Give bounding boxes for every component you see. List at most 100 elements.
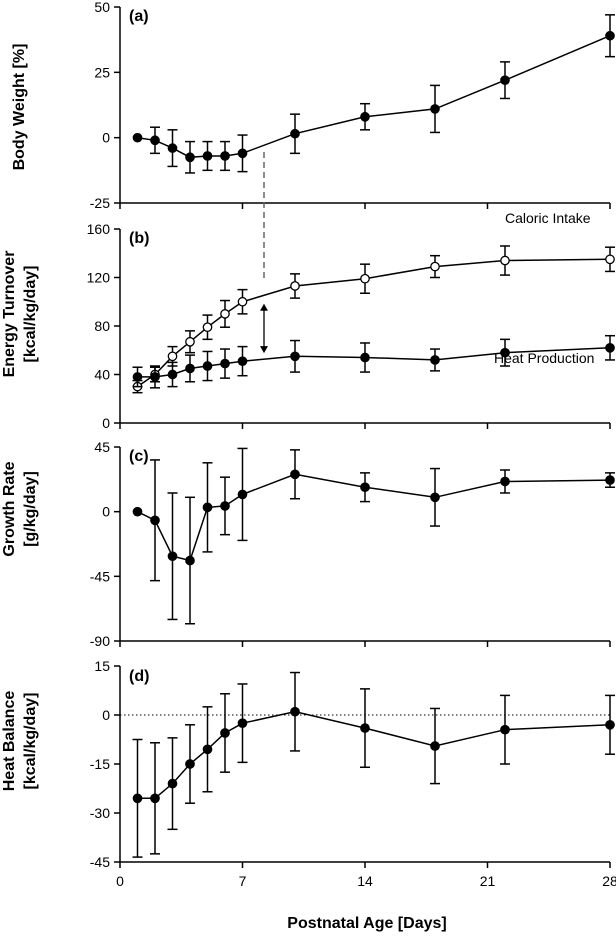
- data-point-filled: [167, 369, 178, 380]
- data-point-filled: [202, 361, 213, 371]
- panel-d-ylabel-line2: [kcal/kg/day]: [22, 693, 39, 790]
- caloric-intake-label: Caloric Intake: [505, 210, 591, 226]
- data-point-filled: [360, 723, 370, 733]
- panel-b-ylabel-line1: Energy Turnover: [1, 251, 18, 378]
- heat-production-label: Heat Production: [494, 350, 594, 366]
- data-point-filled: [430, 492, 440, 503]
- data-point-filled: [150, 135, 160, 146]
- y-tick-label: 15: [94, 658, 110, 674]
- y-tick-label: -30: [90, 805, 110, 821]
- data-point-open: [202, 322, 213, 333]
- data-point-open: [237, 296, 248, 307]
- data-point-filled: [430, 104, 440, 114]
- panel-c-ylabel-line2: [g/kg/day]: [22, 471, 39, 547]
- x-tick-label: 0: [116, 873, 124, 889]
- data-point-filled: [605, 30, 615, 41]
- series-line: [137, 710, 611, 800]
- data-point-filled: [237, 356, 248, 367]
- x-tick-label: 28: [602, 873, 616, 889]
- double-arrow-head-up: [260, 303, 268, 311]
- panel-c-ylabel-line1: Growth Rate: [1, 461, 18, 556]
- panel-1-plot: 0 40 80 120 160: [87, 221, 615, 431]
- data-point-filled: [237, 148, 248, 159]
- y-tick-label: 25: [94, 64, 110, 80]
- panel-3-plot: -45 -30 -15 0 15 0 7 14 21 28: [90, 658, 616, 889]
- data-point-filled: [220, 358, 230, 369]
- data-point-filled: [185, 152, 195, 163]
- data-point-filled: [167, 551, 178, 562]
- data-point-filled: [360, 482, 370, 493]
- data-point-filled: [500, 347, 510, 358]
- panel-a-label: (a): [129, 8, 149, 25]
- data-point-filled: [185, 555, 195, 566]
- y-tick-label: 0: [102, 707, 110, 723]
- double-arrow-head-down: [260, 346, 268, 354]
- data-point-filled: [360, 111, 370, 122]
- data-point-open: [360, 273, 370, 284]
- y-tick-label: -15: [90, 756, 110, 772]
- data-point-open: [605, 254, 615, 265]
- panel-0-plot: -25 0 25 50: [90, 0, 615, 211]
- data-point-filled: [132, 506, 143, 517]
- y-tick-label: 80: [94, 318, 110, 334]
- y-tick-label: 45: [94, 439, 110, 455]
- y-tick-label: 0: [102, 415, 110, 431]
- data-point-filled: [132, 793, 143, 804]
- data-point-filled: [150, 793, 160, 804]
- x-tick-label: 14: [357, 873, 373, 889]
- data-point-filled: [430, 355, 440, 365]
- data-point-filled: [360, 352, 370, 363]
- y-tick-label: 0: [102, 504, 110, 520]
- data-point-filled: [220, 151, 230, 161]
- data-point-filled: [167, 143, 178, 153]
- data-point-open: [167, 351, 178, 362]
- y-tick-label: 40: [94, 367, 110, 383]
- y-tick-label: -45: [90, 568, 110, 584]
- y-tick-label: -90: [90, 633, 110, 649]
- data-point-filled: [430, 741, 440, 751]
- data-point-filled: [500, 476, 510, 487]
- panel-c: (c) Growth Rate [g/kg/day]: [1, 448, 149, 557]
- data-point-filled: [185, 759, 195, 769]
- panel-d-label: (d): [129, 668, 149, 685]
- data-point-filled: [290, 469, 300, 480]
- x-axis-label: Postnatal Age [Days]: [287, 915, 446, 932]
- x-tick-label: 7: [239, 873, 247, 889]
- data-point-open: [430, 261, 440, 272]
- x-tick-label: 21: [480, 873, 496, 889]
- y-tick-label: -25: [90, 195, 110, 211]
- data-point-filled: [290, 128, 300, 139]
- data-point-filled: [202, 151, 213, 161]
- y-tick-label: -45: [90, 854, 110, 870]
- panel-a-ylabel: Body Weight [%]: [11, 44, 28, 171]
- data-point-filled: [605, 475, 615, 485]
- panel-a: (a) Body Weight [%]: [11, 8, 149, 170]
- panel-d-ylabel-line1: Heat Balance: [1, 691, 18, 792]
- data-point-filled: [605, 719, 615, 730]
- data-point-filled: [202, 744, 213, 755]
- panel-c-label: (c): [129, 448, 149, 465]
- y-tick-label: 50: [94, 0, 110, 15]
- data-point-filled: [237, 489, 248, 500]
- data-point-filled: [220, 728, 230, 738]
- y-tick-label: 160: [87, 221, 111, 237]
- data-point-open: [290, 281, 300, 291]
- panel-2-plot: -90 -45 0 45: [90, 439, 615, 649]
- data-point-filled: [202, 502, 213, 513]
- data-point-filled: [290, 351, 300, 362]
- data-point-filled: [185, 363, 195, 374]
- data-point-filled: [500, 75, 510, 86]
- panel-b: (b) Energy Turnover [kcal/kg/day] Calori…: [1, 210, 594, 377]
- data-point-filled: [500, 724, 510, 735]
- data-point-filled: [150, 372, 160, 382]
- data-point-filled: [605, 342, 615, 353]
- panel-d: (d) Heat Balance [kcal/kg/day]: [1, 668, 149, 791]
- series-line: [137, 35, 611, 159]
- y-tick-label: 0: [102, 130, 110, 146]
- y-tick-label: 120: [87, 270, 111, 286]
- panel-b-label: (b): [129, 230, 149, 247]
- data-point-filled: [167, 778, 178, 789]
- data-point-filled: [220, 501, 230, 511]
